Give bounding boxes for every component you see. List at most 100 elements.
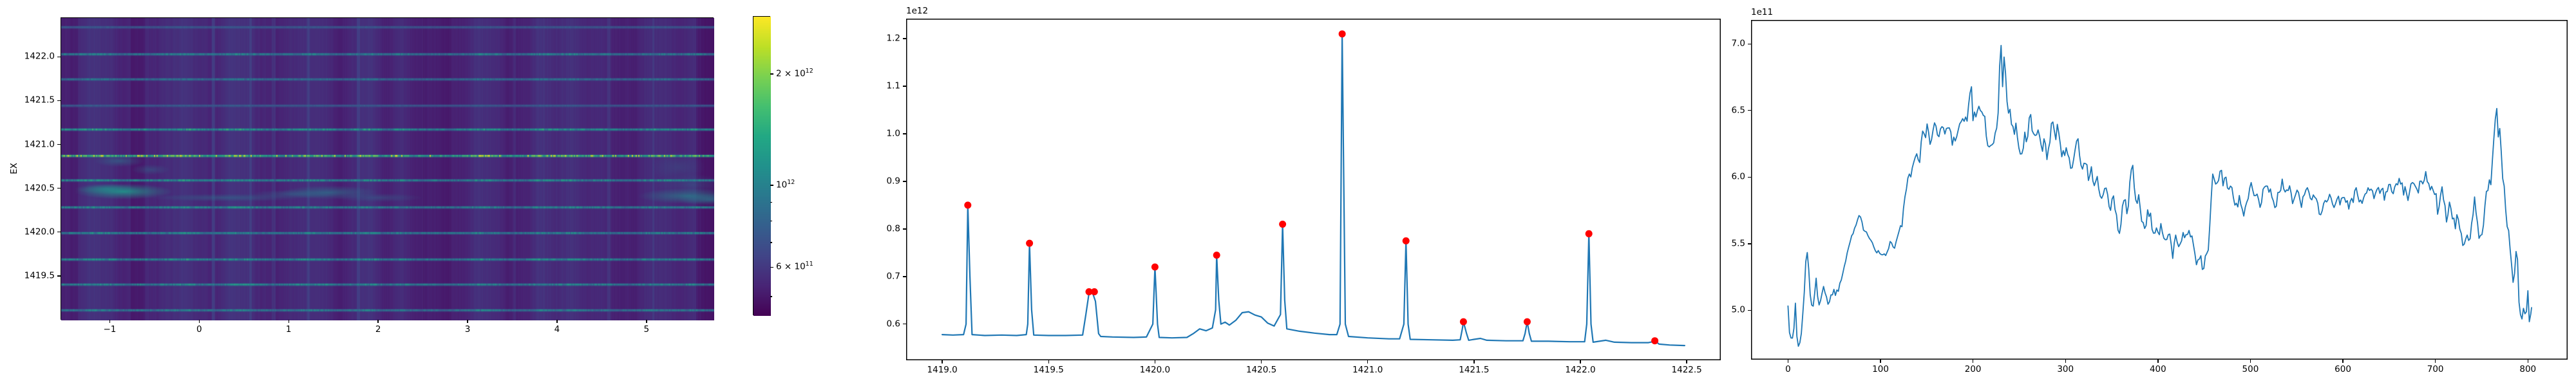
tick-label: 1422.0 [1565,365,1596,375]
peak-marker [1402,237,1410,244]
tick-label: 1.0 [886,128,900,139]
tick [57,100,61,102]
peak-marker [1585,230,1593,237]
tick [770,266,773,268]
tick-label: 1420.0 [1139,365,1171,375]
tick-label: 400 [2149,364,2166,374]
tick-label: 1419.5 [1033,365,1064,375]
tick-label: 1 [285,324,292,335]
tick [2249,360,2251,363]
tick [770,242,772,243]
colorbar-gradient [753,17,771,316]
tick-label: 5.0 [1731,304,1745,315]
tick-label: 1421.0 [1352,365,1383,375]
tick [1748,309,1751,311]
tick-label: 0.6 [886,318,900,329]
peak-marker [1523,318,1531,326]
tick [1048,360,1049,363]
peak-marker [1651,337,1659,345]
tick [2434,360,2436,363]
tick-label: 1419.0 [927,365,958,375]
tick [1748,176,1751,178]
tick-label: 500 [2242,364,2259,374]
tick [556,320,558,323]
tick-label: 0.7 [886,271,900,282]
tick [2065,360,2066,363]
peak-marker [1085,288,1093,295]
tick-label: 0.9 [886,176,900,187]
tick-label: 6.5 [1731,105,1745,116]
tick-label: 600 [2334,364,2351,374]
spectrum-panel [906,19,1721,360]
colorbar-tick-label: 6 × 1011 [776,261,813,273]
tick [198,320,200,323]
tick [109,320,111,323]
tick-label: 200 [1964,364,1982,374]
tick [467,320,468,323]
peak-marker [1213,252,1220,259]
tick-label: 5.5 [1731,238,1745,249]
tick-label: 6.0 [1731,171,1745,182]
tick [1473,360,1475,363]
heatmap-image [61,18,714,320]
peak-marker [1026,239,1034,247]
tick-label: 1.1 [886,80,900,91]
axes-frame [1751,20,2568,360]
timeseries-offset-label: 1e11 [1751,7,1774,17]
peak-marker [1459,318,1467,326]
heatmap-panel [61,17,714,320]
tick-label: 300 [2057,364,2074,374]
tick-label: 7.0 [1731,38,1745,49]
colorbar [753,16,771,316]
tick [770,201,772,203]
tick-label: 1422.5 [1671,365,1702,375]
tick [1748,243,1751,244]
tick-label: 2 [375,324,381,335]
tick [1686,360,1687,363]
tick-label: 1.2 [886,33,900,44]
tick-label: −1 [103,324,117,335]
tick-label: 700 [2427,364,2444,374]
tick-label: 0.8 [886,223,900,234]
peak-marker [1338,30,1346,38]
tick-label: 3 [464,324,471,335]
tick-label: 4 [554,324,560,335]
axes-frame [906,19,1721,360]
peak-marker [1090,288,1098,295]
tick-label: 5 [643,324,650,335]
tick [57,143,61,145]
colorbar-tick-label: 2 × 1012 [776,68,813,79]
heatmap-ylabel: EX [9,163,19,174]
tick-label: 1419.5 [24,270,55,281]
tick-label: 1420.0 [24,226,55,237]
tick-label: 1421.0 [24,138,55,149]
tick [770,73,773,75]
tick [903,133,906,134]
spectrum-offset-label: 1e12 [906,6,929,16]
tick [2157,360,2159,363]
tick [903,276,906,277]
tick-label: 0 [196,324,202,335]
tick [2342,360,2344,363]
peak-marker [1151,263,1159,271]
tick [1367,360,1368,363]
tick [1260,360,1262,363]
tick [903,228,906,230]
tick [770,296,772,297]
colorbar-tick-label: 1012 [776,179,795,190]
timeseries-panel [1751,20,2568,360]
tick [57,275,61,277]
lightcurve-line [1787,44,2532,347]
spectrum-with-peaks-line [941,33,1686,347]
tick-label: 1421.5 [1459,365,1490,375]
tick [377,320,379,323]
tick-label: 1421.5 [24,95,55,106]
tick [1748,110,1751,111]
tick [903,38,906,39]
tick-label: 0 [1785,364,1791,374]
peak-marker [1279,221,1287,228]
tick [646,320,647,323]
tick-label: 1420.5 [24,182,55,193]
tick-label: 1422.0 [24,51,55,62]
